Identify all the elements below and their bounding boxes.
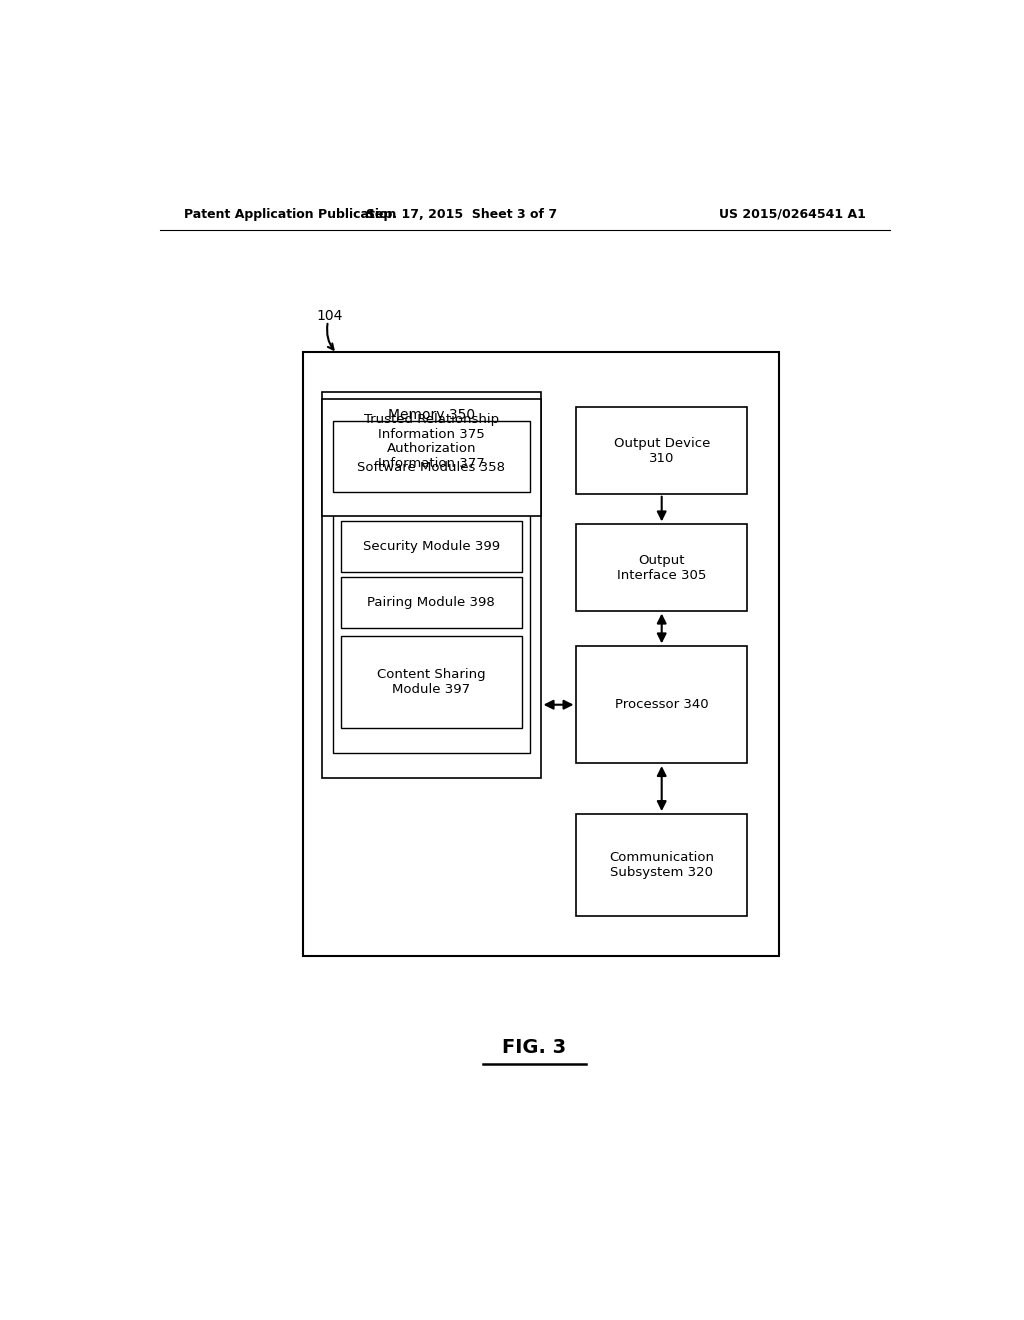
Text: 104: 104	[316, 309, 343, 323]
FancyBboxPatch shape	[333, 421, 529, 492]
FancyBboxPatch shape	[333, 447, 529, 752]
Text: Patent Application Publication: Patent Application Publication	[183, 207, 396, 220]
Text: Output
Interface 305: Output Interface 305	[617, 553, 707, 582]
Text: US 2015/0264541 A1: US 2015/0264541 A1	[719, 207, 866, 220]
Text: Authorization
Information 377: Authorization Information 377	[378, 442, 484, 470]
FancyBboxPatch shape	[577, 814, 746, 916]
FancyBboxPatch shape	[303, 351, 778, 956]
FancyBboxPatch shape	[323, 392, 541, 779]
Text: Communication
Subsystem 320: Communication Subsystem 320	[609, 851, 714, 879]
Text: Content Sharing
Module 397: Content Sharing Module 397	[377, 668, 485, 696]
FancyBboxPatch shape	[577, 408, 746, 494]
FancyBboxPatch shape	[323, 399, 541, 516]
Text: Software Modules 358: Software Modules 358	[357, 461, 505, 474]
FancyBboxPatch shape	[341, 577, 521, 628]
Text: Sep. 17, 2015  Sheet 3 of 7: Sep. 17, 2015 Sheet 3 of 7	[366, 207, 557, 220]
FancyBboxPatch shape	[341, 636, 521, 727]
Text: Security Module 399: Security Module 399	[362, 540, 500, 553]
Text: FIG. 3: FIG. 3	[502, 1039, 566, 1057]
Text: Output Device
310: Output Device 310	[613, 437, 710, 465]
Text: Pairing Module 398: Pairing Module 398	[368, 597, 495, 609]
FancyBboxPatch shape	[577, 524, 746, 611]
Text: Processor 340: Processor 340	[614, 698, 709, 711]
FancyBboxPatch shape	[341, 521, 521, 572]
Text: Trusted Relationship
Information 375: Trusted Relationship Information 375	[364, 412, 499, 441]
FancyBboxPatch shape	[577, 647, 746, 763]
Text: Memory 350: Memory 350	[388, 408, 475, 422]
